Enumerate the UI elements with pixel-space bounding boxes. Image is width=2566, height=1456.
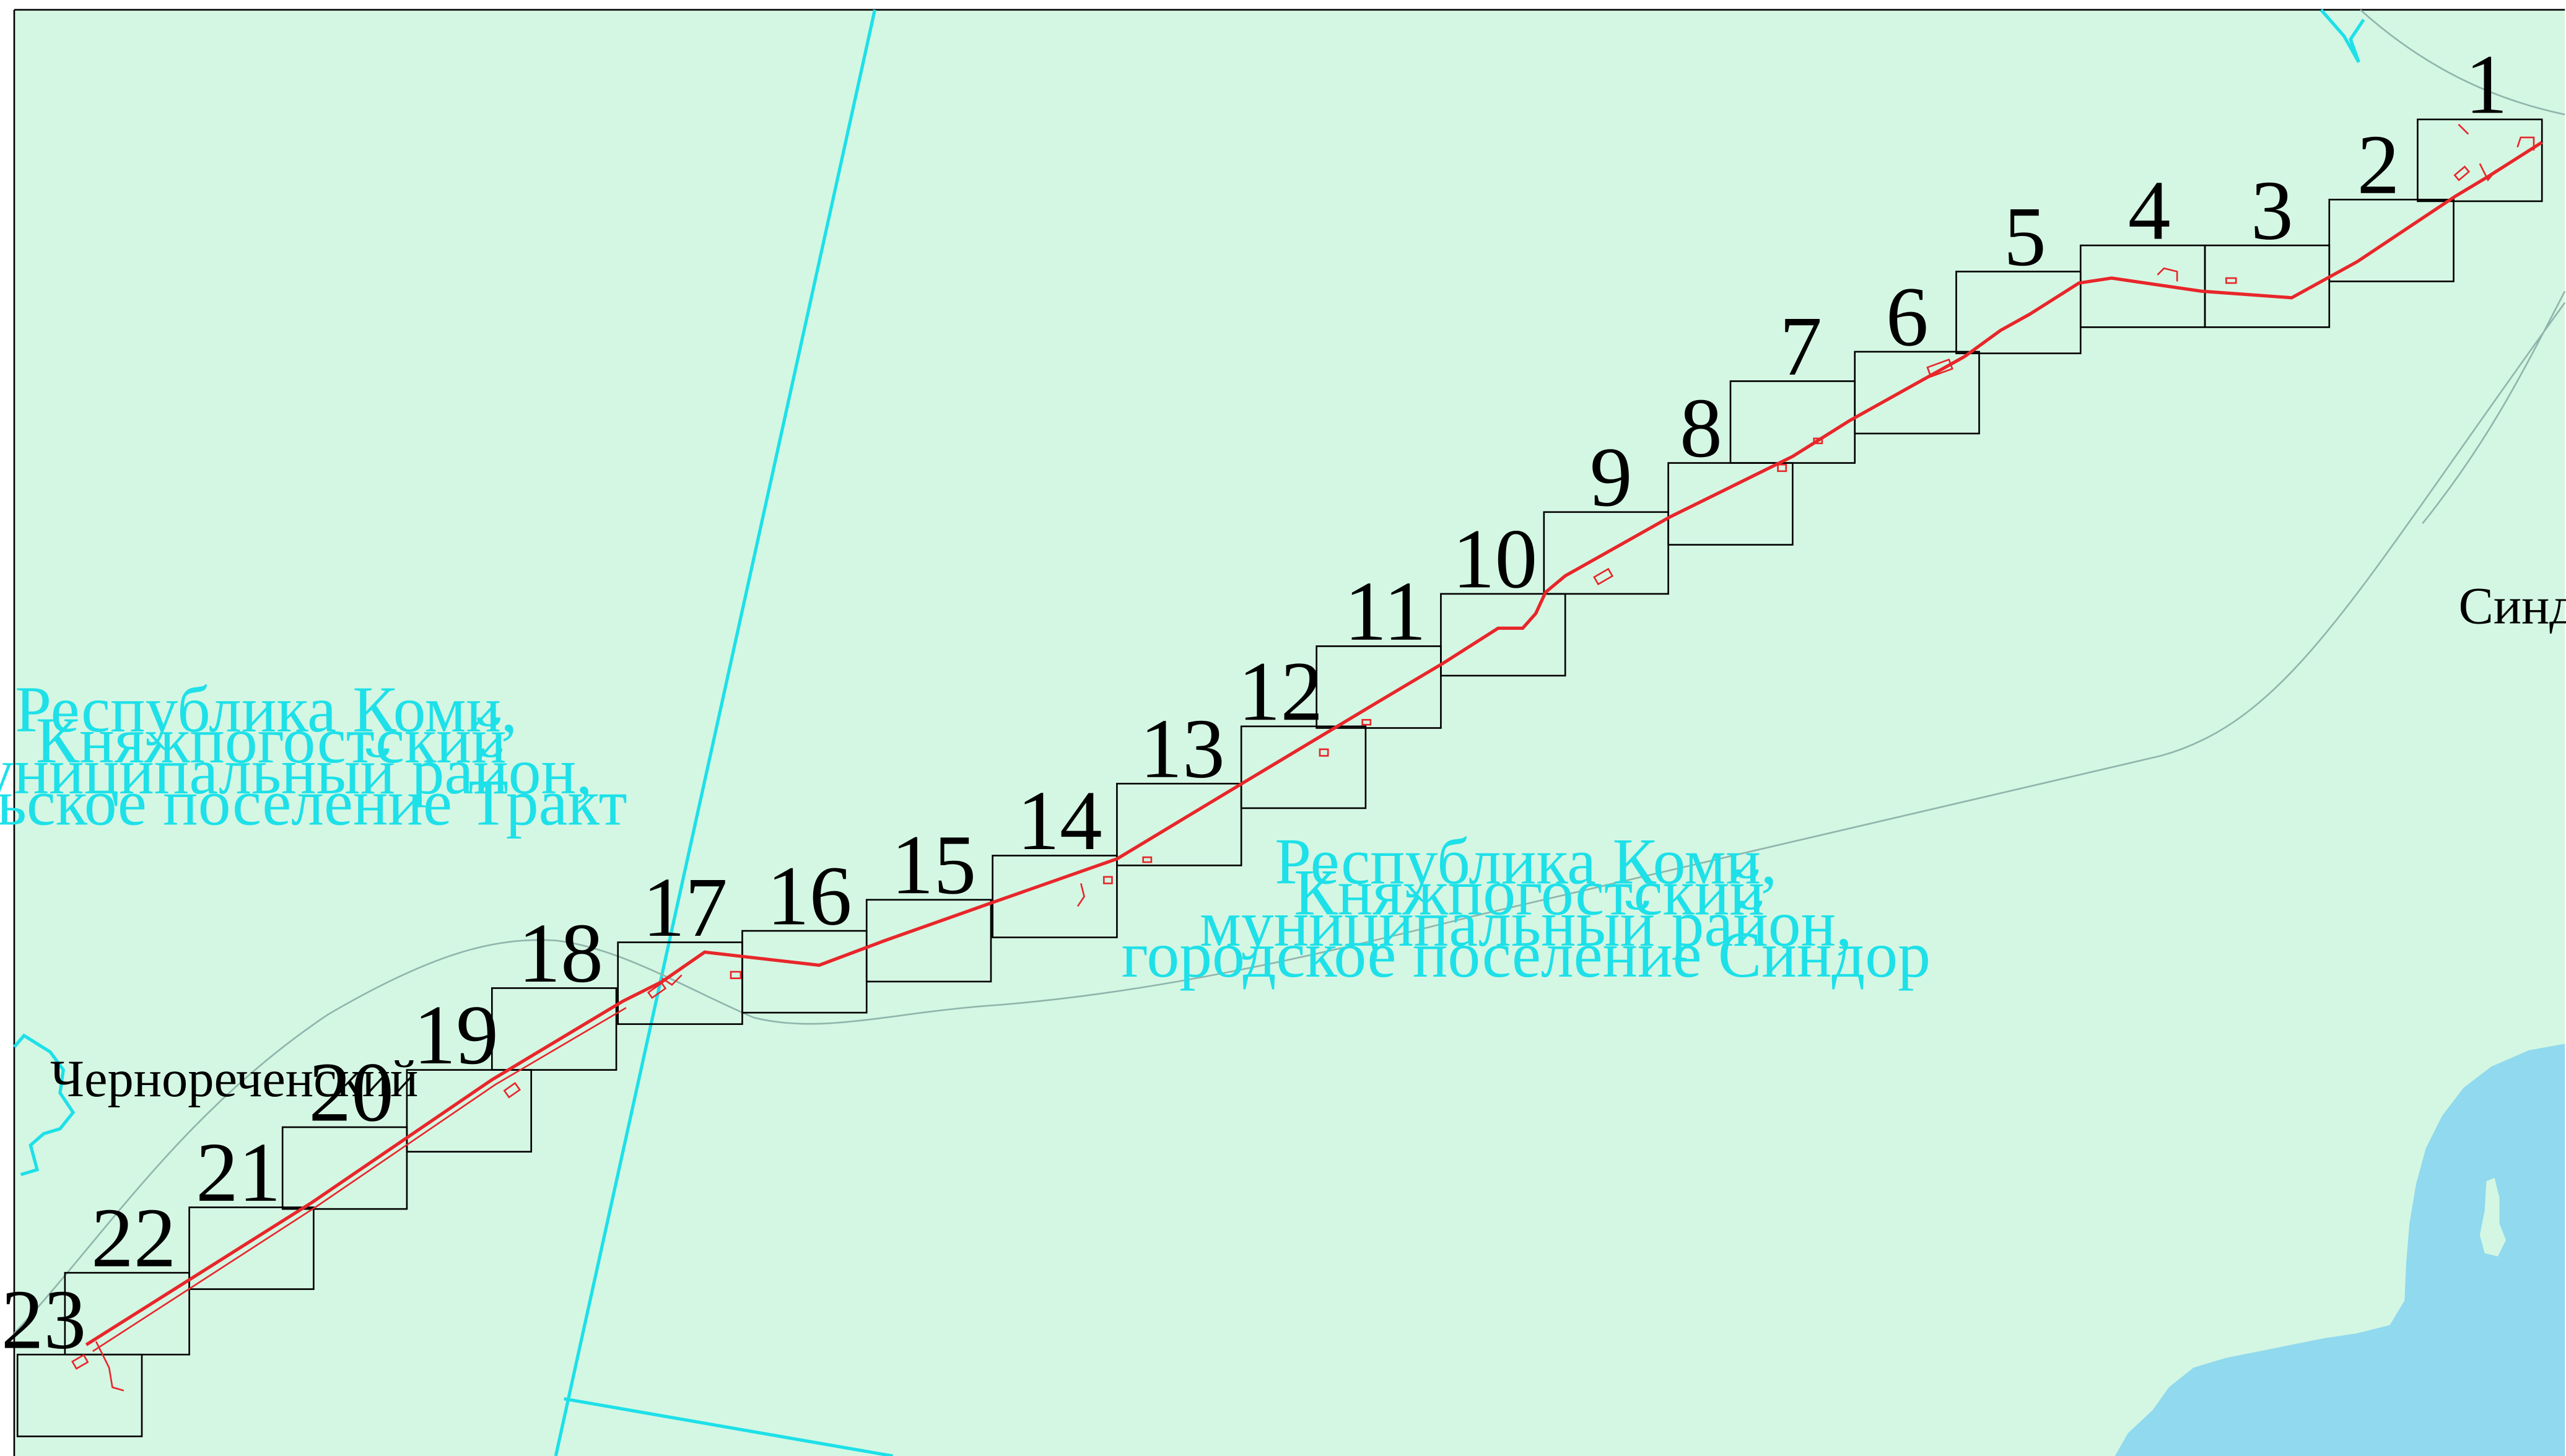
sheet-frame-19 [406, 1069, 533, 1153]
sheet-number-16: 16 [767, 848, 852, 943]
place-label-sindor: Синдор [2458, 577, 2566, 635]
river-left [12, 1033, 76, 1177]
sheet-frame-12 [1240, 725, 1367, 809]
sheet-number-15: 15 [891, 817, 976, 912]
sheet-frame-11 [1316, 645, 1442, 729]
sheet-frame-20 [281, 1126, 408, 1210]
sheet-frame-14 [992, 855, 1118, 938]
locality-boundary-nw [2422, 290, 2566, 525]
sheet-number-11: 11 [1344, 564, 1426, 658]
sheet-number-8: 8 [1680, 381, 1722, 475]
sheet-number-1: 1 [2465, 37, 2508, 131]
boundary-line-bottom [564, 1397, 893, 1456]
sheet-frame-5 [1955, 271, 2082, 354]
sheet-number-14: 14 [1017, 774, 1102, 868]
svg-text:Княжпогостский: Княжпогостский [36, 704, 507, 777]
sheet-number-17: 17 [642, 860, 727, 954]
sheet-frame-9 [1543, 511, 1669, 595]
locality-boundary-ne [2360, 9, 2565, 116]
sheet-frame-23 [16, 1353, 143, 1437]
sheet-number-3: 3 [2251, 163, 2293, 258]
svg-text:муниципальный район,: муниципальный район, [0, 735, 593, 808]
place-label-chernorechensky: Чернореченский [50, 1050, 418, 1108]
sheet-number-5: 5 [2004, 190, 2046, 284]
sheet-number-20: 20 [308, 1045, 393, 1139]
sheet-frame-1 [2417, 118, 2543, 203]
sheet-number-7: 7 [1779, 299, 1822, 393]
locality-boundary [14, 302, 2566, 1334]
sheet-frame-2 [2328, 198, 2455, 282]
sheet-frames [16, 118, 2543, 1437]
sheet-number-10: 10 [1452, 512, 1537, 606]
area-label-sindor: Республика Коми, Княжпогостский муниципа… [1122, 825, 1931, 991]
svg-text:сельское поселение Тракт: сельское поселение Тракт [0, 766, 627, 839]
svg-text:Княжпогостский: Княжпогостский [1294, 857, 1765, 929]
sheet-number-22: 22 [91, 1191, 176, 1285]
sheet-number-6: 6 [1886, 269, 1929, 364]
sheet-frame-18 [491, 987, 617, 1071]
sheet-frame-17 [617, 941, 743, 1025]
svg-text:муниципальный район,: муниципальный район, [1200, 887, 1852, 960]
sheet-frame-13 [1116, 782, 1242, 866]
route-line-parallel [92, 1007, 627, 1353]
sheet-number-13: 13 [1140, 702, 1224, 796]
boundary-line-main [554, 9, 877, 1456]
lake-water [2114, 1044, 2565, 1456]
svg-text:Республика Коми,: Республика Коми, [15, 673, 517, 746]
sheet-number-19: 19 [414, 988, 499, 1082]
sheet-number-23: 23 [1, 1273, 86, 1367]
sheet-number-18: 18 [518, 906, 603, 1000]
sheet-number-21: 21 [196, 1125, 281, 1219]
land-background [14, 9, 2565, 1456]
river-top-right [2319, 9, 2365, 63]
svg-text:Республика Коми,: Республика Коми, [1275, 825, 1777, 897]
sheet-frame-21 [188, 1206, 315, 1290]
route-objects [71, 123, 2535, 1392]
sheet-number-9: 9 [1590, 430, 1633, 524]
sheet-frame-8 [1667, 462, 1794, 546]
sheet-number-2: 2 [2357, 118, 2400, 212]
sheet-number-4: 4 [2128, 163, 2171, 258]
area-label-trakt: Республика Коми, Княжпогостский муниципа… [0, 673, 627, 839]
sheet-frame-10 [1440, 593, 1566, 677]
sheet-number-12: 12 [1238, 644, 1323, 738]
svg-text:городское поселение Синдор: городское поселение Синдор [1122, 918, 1931, 991]
route-line [85, 141, 2543, 1346]
